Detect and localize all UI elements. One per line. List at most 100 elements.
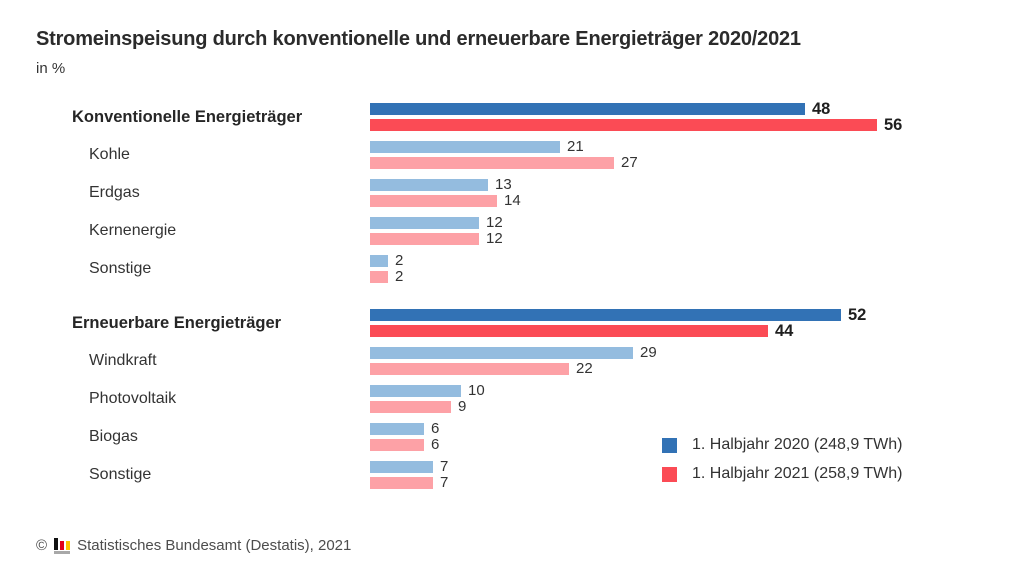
legend-label: 1. Halbjahr 2021 (258,9 TWh) bbox=[692, 465, 903, 482]
bar-2021 bbox=[370, 363, 569, 375]
bar-value-label: 9 bbox=[458, 398, 467, 415]
bar-line: 48 bbox=[370, 101, 902, 117]
bar-line: 6 bbox=[370, 436, 440, 453]
bar-2021 bbox=[370, 271, 388, 283]
bar-value-label: 13 bbox=[495, 176, 512, 193]
bar-2020 bbox=[370, 255, 388, 267]
logo-bar-yellow bbox=[66, 540, 71, 550]
bar-pair: 13 14 bbox=[370, 176, 521, 209]
row-label: Photovoltaik bbox=[89, 390, 177, 407]
bar-2021 bbox=[370, 233, 479, 245]
bar-value-label: 52 bbox=[848, 306, 867, 324]
bar-pair: 12 12 bbox=[370, 214, 503, 247]
bar-2020 bbox=[370, 179, 488, 191]
row-label: Sonstige bbox=[89, 466, 152, 483]
chart-row: Konventionelle Energieträger 48 56 bbox=[36, 101, 996, 134]
bar-value-label: 2 bbox=[395, 252, 404, 269]
row-label: Biogas bbox=[89, 428, 138, 445]
chart-row: Biogas 6 6 bbox=[36, 420, 996, 453]
chart-section-2: Erneuerbare Energieträger 52 44 Windkraft 29… bbox=[36, 306, 996, 491]
bar-2020 bbox=[370, 309, 841, 321]
bar-2021 bbox=[370, 157, 614, 169]
logo-bar-black bbox=[54, 537, 59, 550]
legend-swatch bbox=[662, 437, 677, 453]
bar-value-label: 2 bbox=[395, 268, 404, 285]
bar-value-label: 10 bbox=[468, 382, 485, 399]
bar-2021 bbox=[370, 439, 424, 451]
bar-2020 bbox=[370, 141, 560, 153]
bar-value-label: 6 bbox=[431, 436, 440, 453]
bar-value-label: 56 bbox=[884, 116, 903, 134]
bar-2020 bbox=[370, 103, 805, 115]
chart-row: Photovoltaik 10 9 bbox=[36, 382, 996, 415]
bar-line: 29 bbox=[370, 344, 657, 361]
legend-label: 1. Halbjahr 2020 (248,9 TWh) bbox=[692, 436, 903, 453]
bar-value-label: 44 bbox=[775, 322, 794, 340]
row-label: Erdgas bbox=[89, 184, 140, 201]
bar-2020 bbox=[370, 461, 433, 473]
legend-item: 1. Halbjahr 2021 (258,9 TWh) bbox=[662, 465, 902, 483]
bar-value-label: 12 bbox=[486, 230, 503, 247]
bar-value-label: 14 bbox=[504, 192, 521, 209]
bar-line: 22 bbox=[370, 360, 657, 377]
bar-value-label: 12 bbox=[486, 214, 503, 231]
logo-bars bbox=[54, 537, 71, 550]
bar-line: 56 bbox=[370, 116, 903, 134]
bar-line: 14 bbox=[370, 192, 521, 209]
bar-line: 9 bbox=[370, 398, 485, 415]
chart-row: Windkraft 29 22 bbox=[36, 344, 996, 377]
chart-row: Erdgas 13 14 bbox=[36, 176, 996, 209]
row-label: Sonstige bbox=[89, 260, 152, 277]
logo-baseline bbox=[54, 550, 71, 554]
bar-value-label: 22 bbox=[576, 360, 593, 377]
bar-2020 bbox=[370, 217, 479, 229]
source-line: © Statistisches Bundesamt (Destatis), 20… bbox=[36, 537, 351, 554]
bar-line: 2 bbox=[370, 268, 404, 285]
destatis-logo-icon bbox=[54, 537, 71, 554]
bar-value-label: 7 bbox=[440, 474, 449, 491]
source-text: Statistisches Bundesamt (Destatis), 2021 bbox=[77, 537, 352, 554]
chart-row: Sonstige 7 7 bbox=[36, 458, 996, 491]
bar-line: 12 bbox=[370, 214, 503, 231]
bar-2021 bbox=[370, 477, 433, 489]
bar-line: 12 bbox=[370, 230, 503, 247]
bar-2020 bbox=[370, 347, 633, 359]
bar-2020 bbox=[370, 385, 461, 397]
chart-row: Erneuerbare Energieträger 52 44 bbox=[36, 306, 996, 340]
row-label: Kohle bbox=[89, 146, 130, 163]
row-label: Erneuerbare Energieträger bbox=[72, 313, 282, 332]
bar-pair: 52 44 bbox=[370, 306, 867, 340]
bar-line: 13 bbox=[370, 176, 521, 193]
bar-line: 2 bbox=[370, 252, 404, 269]
bar-2021 bbox=[370, 401, 451, 413]
logo-bar-red bbox=[60, 540, 65, 550]
row-label: Windkraft bbox=[89, 352, 157, 369]
bar-2021 bbox=[370, 119, 877, 131]
chart-row: Kohle 21 27 bbox=[36, 138, 996, 171]
legend-item: 1. Halbjahr 2020 (248,9 TWh) bbox=[662, 436, 902, 454]
chart-subtitle: in % bbox=[36, 60, 66, 77]
chart-section-1: Konventionelle Energieträger 48 56 Kohle 21 2… bbox=[36, 101, 996, 285]
bar-value-label: 7 bbox=[440, 458, 449, 475]
bar-pair: 21 27 bbox=[370, 138, 638, 171]
bar-line: 7 bbox=[370, 458, 449, 475]
bar-line: 21 bbox=[370, 138, 638, 155]
bar-2020 bbox=[370, 423, 424, 435]
bar-line: 27 bbox=[370, 154, 638, 171]
legend-swatch bbox=[662, 466, 677, 482]
bar-value-label: 27 bbox=[621, 154, 638, 171]
bar-line: 52 bbox=[370, 306, 867, 324]
bar-line: 10 bbox=[370, 382, 485, 399]
row-label: Konventionelle Energieträger bbox=[72, 107, 303, 126]
copyright-symbol: © bbox=[36, 537, 48, 554]
bar-2021 bbox=[370, 195, 497, 207]
chart-row: Kernenergie 12 12 bbox=[36, 214, 996, 247]
bar-value-label: 6 bbox=[431, 420, 440, 437]
bar-value-label: 21 bbox=[567, 138, 584, 155]
chart-title: Stromeinspeisung durch konventionelle un… bbox=[36, 28, 801, 50]
bar-value-label: 29 bbox=[640, 344, 657, 361]
bar-2021 bbox=[370, 325, 768, 337]
row-label: Kernenergie bbox=[89, 222, 177, 239]
